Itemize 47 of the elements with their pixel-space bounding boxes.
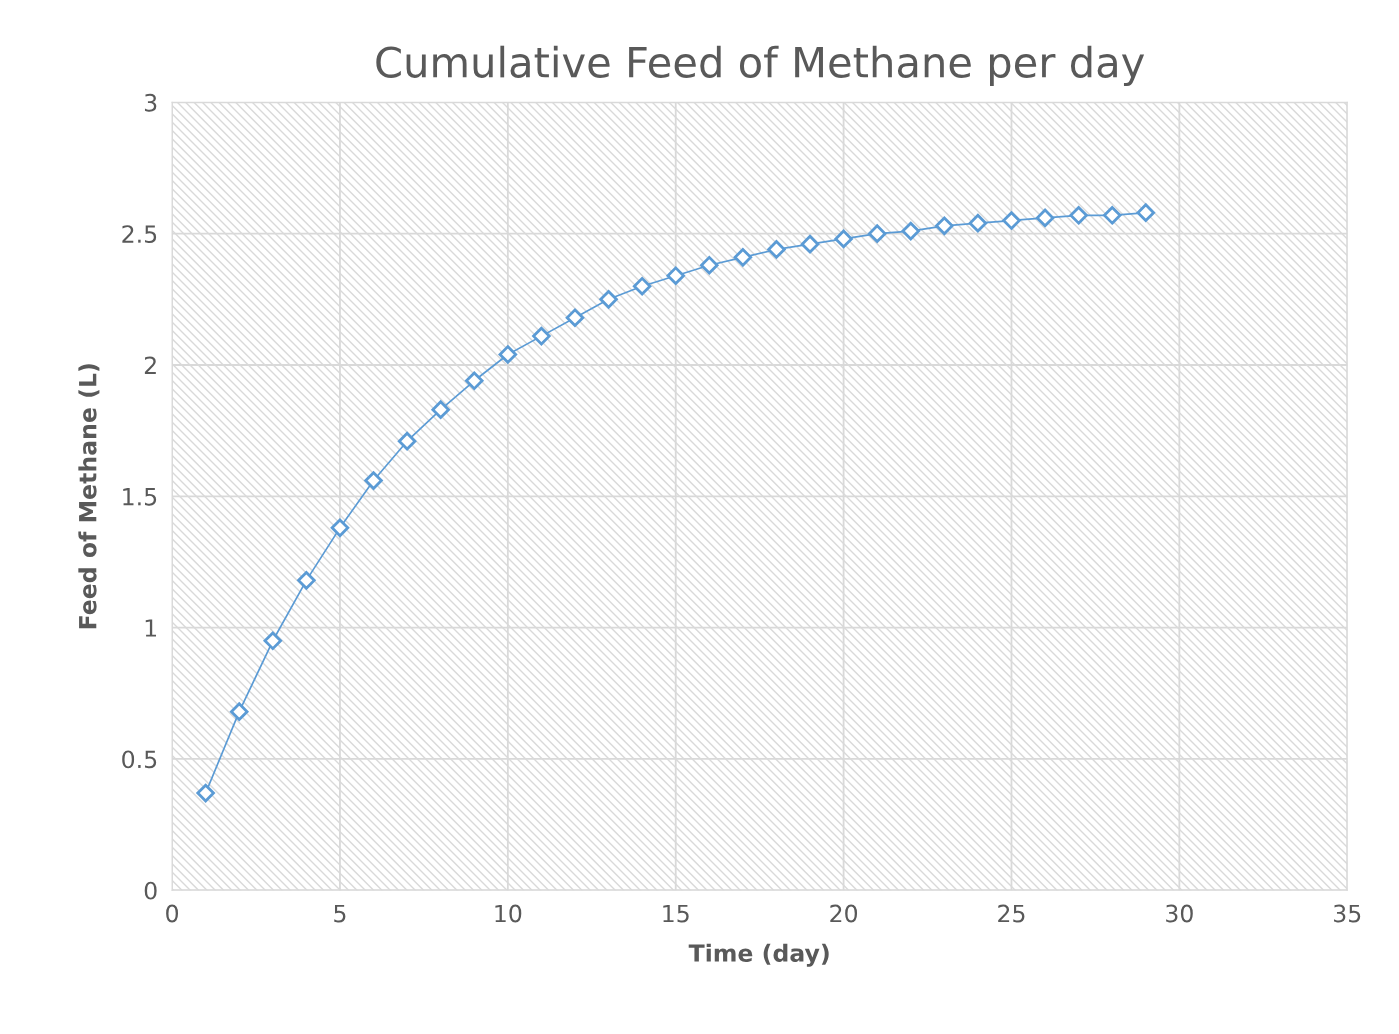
y-tick-label: 0 (144, 881, 157, 900)
y-tick-label: 1.5 (123, 488, 157, 506)
point (632, 276, 652, 296)
y-tick-label: 2.5 (122, 225, 157, 243)
x-tick-label: 20 (830, 904, 858, 923)
point (465, 371, 484, 391)
point (666, 266, 685, 285)
point (196, 783, 215, 803)
point (498, 345, 518, 364)
point (1102, 206, 1122, 225)
point (431, 400, 450, 419)
point (330, 518, 350, 538)
x-tick-label: 30 (1166, 904, 1193, 923)
point (1002, 211, 1021, 230)
point (700, 255, 719, 275)
x-tick-label: 10 (495, 904, 522, 923)
y-tick-label: 1 (145, 619, 157, 637)
y-axis-title: Feed of Methane (L) (78, 364, 100, 629)
point (867, 224, 887, 243)
point (968, 213, 988, 233)
point (297, 571, 316, 590)
x-tick-label: 35 (1334, 904, 1361, 923)
point (532, 326, 551, 346)
point (599, 290, 618, 309)
x-tick-label: 15 (663, 904, 689, 923)
point (901, 221, 920, 241)
point (767, 240, 786, 259)
x-tick-label: 5 (334, 904, 346, 923)
point (1136, 203, 1156, 222)
y-tick-label: 3 (144, 93, 157, 112)
point (834, 229, 853, 249)
x-tick-label: 25 (998, 904, 1025, 923)
point (1069, 206, 1088, 225)
x-tick-label: 0 (166, 904, 179, 923)
point (733, 248, 753, 267)
point (935, 216, 954, 236)
y-tick-label: 2 (144, 356, 156, 374)
point (263, 631, 283, 651)
point (565, 308, 585, 327)
chart-title: Cumulative Feed of Methane per day (376, 45, 1145, 87)
point (800, 234, 820, 254)
x-axis-title: Time (day) (688, 943, 829, 967)
point (397, 431, 417, 451)
point (1035, 208, 1055, 228)
y-tick-label: 0.5 (122, 750, 157, 769)
point (364, 471, 383, 490)
point (229, 702, 249, 721)
